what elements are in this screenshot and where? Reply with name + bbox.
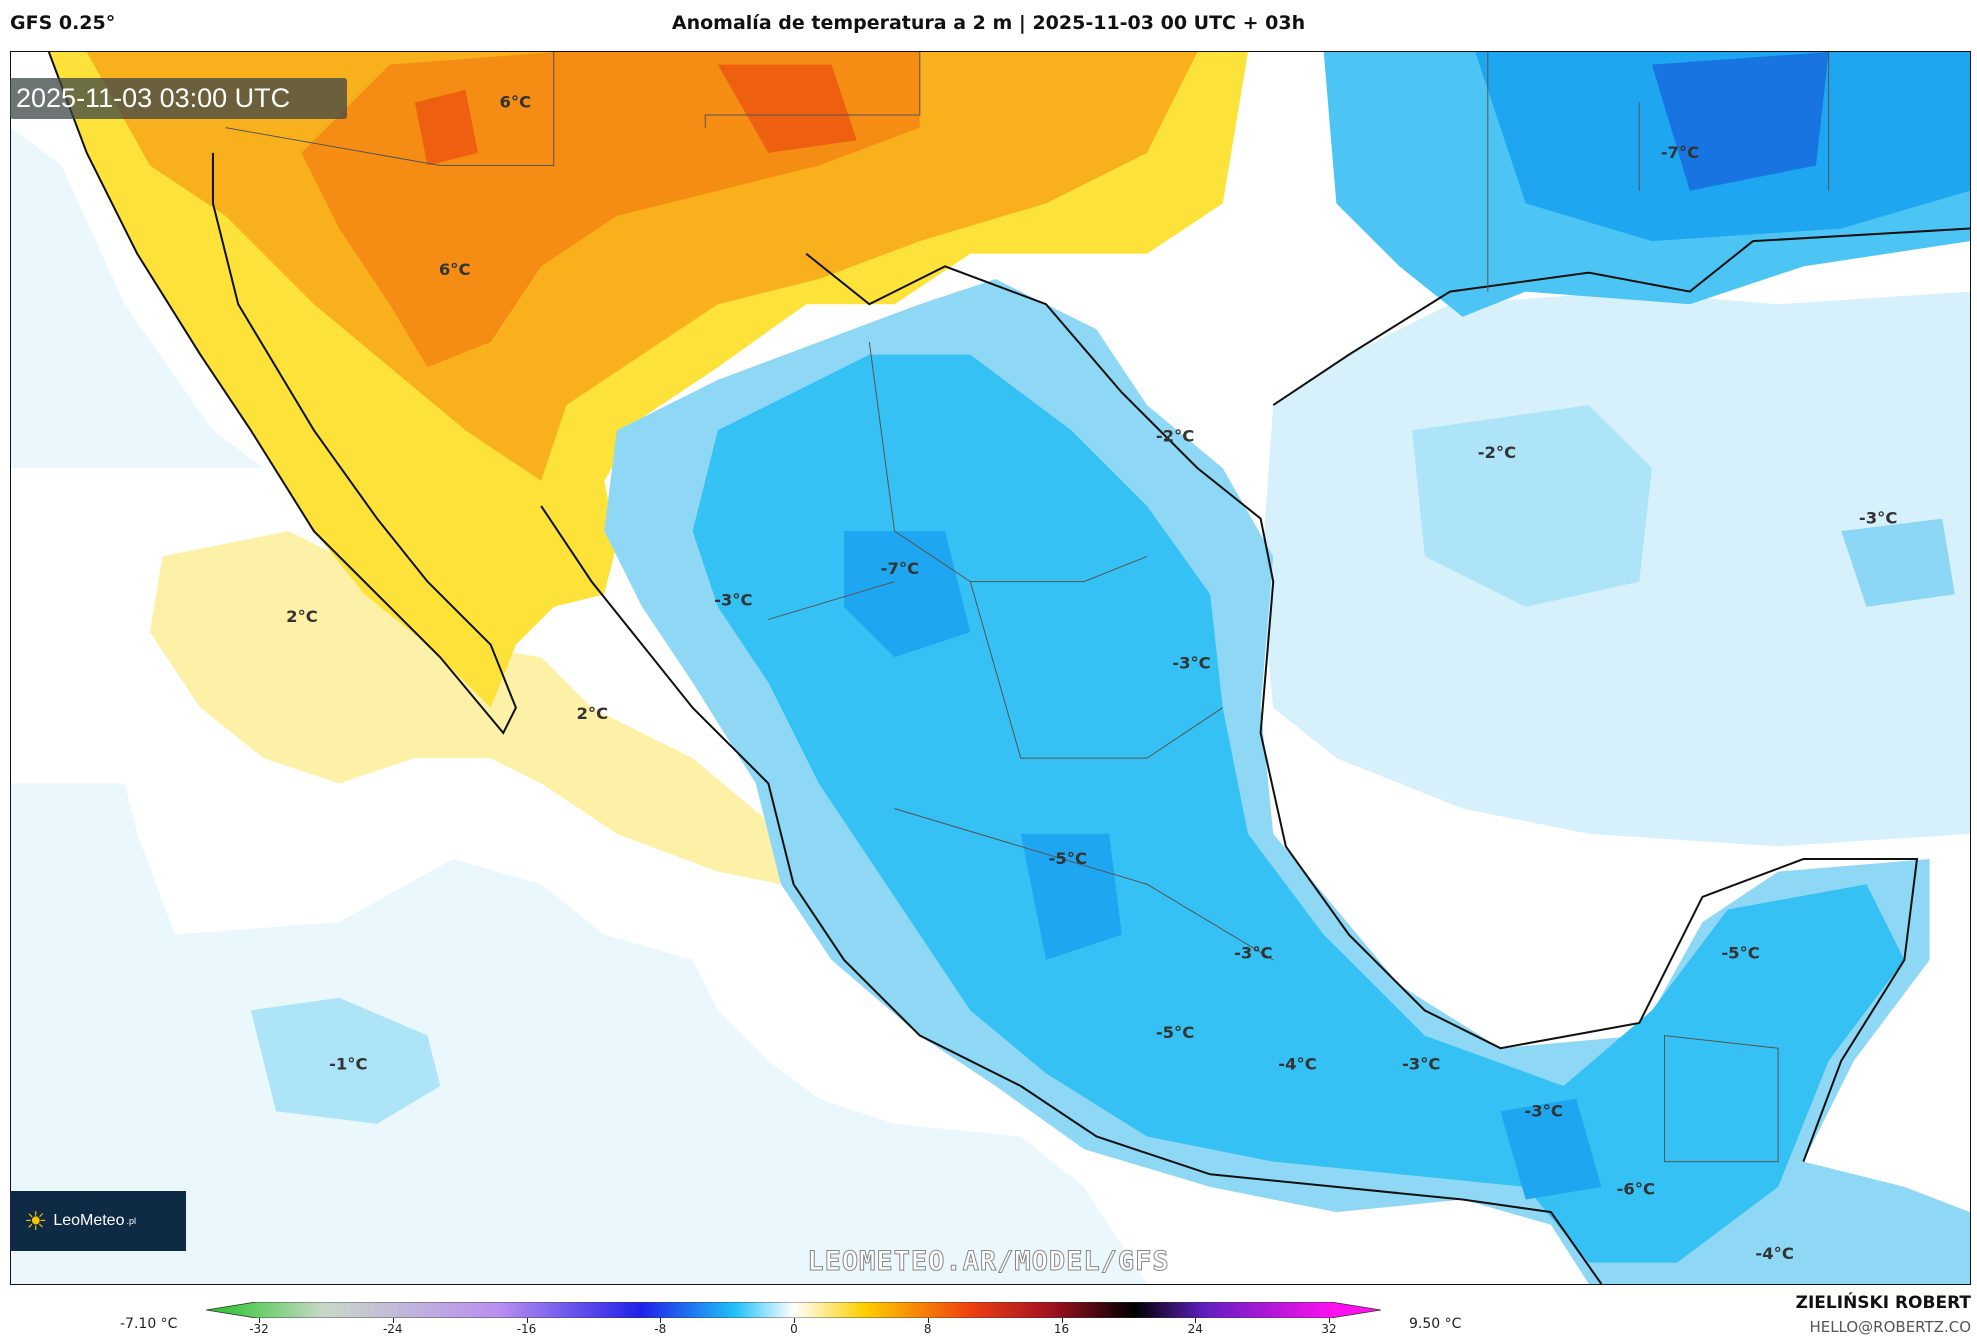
map-label: -3°C [1524, 1101, 1562, 1120]
map-label: -3°C [1234, 944, 1272, 963]
map-label: -2°C [1478, 443, 1516, 462]
sun-icon: ☀ [24, 1205, 48, 1236]
map-label: -2°C [1156, 427, 1194, 446]
map-label: -5°C [1156, 1023, 1194, 1042]
map-label: -5°C [1049, 849, 1087, 868]
colorbar-tick-mark [259, 1318, 260, 1323]
colorbar-tick-label: -32 [249, 1322, 269, 1336]
map-label: -4°C [1755, 1244, 1793, 1263]
leometeo-logo[interactable]: ☀ LeoMeteo .pl [10, 1191, 186, 1251]
anomaly-pacific-cool [11, 783, 1148, 1284]
map-label: -1°C [329, 1055, 367, 1074]
map-label: -7°C [1661, 143, 1699, 162]
colorbar-tick-label: 0 [790, 1322, 798, 1336]
colorbar-tick-mark [1329, 1318, 1330, 1323]
map-label: 6°C [439, 260, 471, 279]
map-title: Anomalía de temperatura a 2 m | 2025-11-… [671, 12, 1306, 34]
colorbar-tick-label: -24 [382, 1322, 403, 1336]
map-label: -6°C [1617, 1179, 1655, 1198]
colorbar-tick-mark [1195, 1318, 1197, 1323]
colorbar-tick-label: 16 [1053, 1322, 1070, 1336]
author-credit: ZIELIŃSKI ROBERT [1795, 1293, 1971, 1313]
state-borders [225, 52, 1830, 1163]
temperature-anomaly-map[interactable]: 6°C 6°C -7°C -2°C -2°C -3°C -7°C -3°C 2°… [10, 51, 1971, 1285]
map-canvas: 6°C 6°C -7°C -2°C -2°C -3°C -7°C -3°C 2°… [11, 52, 1970, 1284]
colorbar [206, 1302, 1381, 1318]
colorbar-tick-mark [1061, 1318, 1063, 1323]
map-label: -3°C [714, 591, 752, 610]
map-label: -5°C [1721, 944, 1759, 963]
map-label: -3°C [1172, 654, 1210, 673]
logo-text: LeoMeteo [53, 1212, 125, 1229]
colorbar-max-value: 9.50 °C [1409, 1316, 1462, 1332]
colorbar-tick-label: 8 [923, 1322, 932, 1336]
anomaly-pacific-warm [149, 531, 781, 885]
map-label: -3°C [1402, 1055, 1440, 1074]
colorbar-tick-mark [392, 1318, 394, 1323]
colorbar-tick-label: 24 [1187, 1322, 1203, 1336]
watermark: LEOMETEO.AR/MODEL/GFS [807, 1246, 1170, 1278]
colorbar-tick-mark [927, 1318, 929, 1323]
logo-suffix: .pl [126, 1216, 136, 1226]
author-email: HELLO@ROBERTZ.CO [1809, 1318, 1971, 1336]
colorbar-tick-mark [526, 1318, 528, 1323]
map-label: 2°C [576, 704, 608, 723]
map-value-labels: 6°C 6°C -7°C -2°C -2°C -3°C -7°C -3°C 2°… [286, 92, 1897, 1262]
colorbar-tick-mark [794, 1318, 795, 1323]
colorbar-min-value: -7.10 °C [120, 1316, 178, 1332]
map-label: 2°C [286, 607, 318, 626]
colorbar-tick-label: -16 [516, 1322, 537, 1336]
map-label: -4°C [1278, 1055, 1316, 1074]
map-label: -7°C [881, 559, 919, 578]
map-label: 6°C [499, 92, 531, 111]
valid-time-badge: 2025-11-03 03:00 UTC [10, 78, 347, 119]
anomaly-pacific-minus1 [250, 997, 441, 1124]
model-name: GFS 0.25° [10, 12, 116, 34]
map-label: -3°C [1859, 509, 1897, 528]
colorbar-tick-label: 32 [1321, 1322, 1337, 1336]
colorbar-tick-mark [660, 1318, 662, 1323]
coastline [47, 52, 1970, 1284]
colorbar-tick-label: -8 [654, 1322, 667, 1336]
